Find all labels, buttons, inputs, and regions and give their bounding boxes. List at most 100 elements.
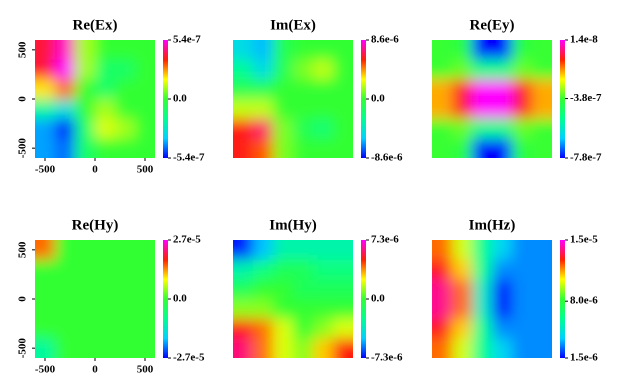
heat-cell (333, 338, 353, 358)
heat-cell (313, 299, 334, 320)
heat-cell (135, 338, 155, 358)
heat-cell (253, 318, 274, 339)
heat-cell (75, 40, 96, 61)
heat-cell (512, 338, 533, 358)
heat-cell (313, 338, 334, 358)
heat-cell (512, 259, 533, 280)
heat-cell (233, 279, 254, 300)
colorbar-tick-label: 8.0e-6 (570, 295, 598, 307)
heat-cell (55, 59, 76, 80)
heat-cell (472, 299, 493, 320)
heat-cell (472, 240, 493, 261)
heat-cell (253, 40, 274, 61)
heat-cell (273, 299, 294, 320)
heat-cell (472, 118, 493, 139)
heat-cell (333, 138, 353, 158)
heat-cell (432, 118, 453, 139)
heat-cell (55, 79, 76, 100)
heat-cell (55, 118, 76, 139)
y-tick-label: 500 (17, 41, 29, 58)
colorbar-tick-label: 5.4e-7 (173, 34, 201, 46)
heat-cell (512, 79, 533, 100)
panel-title: Im(Hz) (469, 217, 516, 233)
heatmap-cells (233, 240, 353, 358)
heat-cell (293, 99, 314, 120)
heat-cell (233, 59, 254, 80)
heat-cell (532, 99, 552, 120)
heatmap-cells (35, 240, 155, 358)
heat-cell (492, 138, 513, 158)
heat-cell (432, 279, 453, 300)
heat-cell (432, 338, 453, 358)
heat-cell (35, 138, 56, 158)
colorbar-tick-label: -7.3e-6 (371, 352, 403, 364)
heat-cell (532, 338, 552, 358)
heat-cell (512, 279, 533, 300)
x-tick-label: 500 (137, 164, 154, 176)
y-tick-label: 0 (17, 96, 29, 102)
heat-cell (35, 118, 56, 139)
heat-cell (313, 40, 334, 61)
heat-cell (532, 118, 552, 139)
heat-cell (512, 59, 533, 80)
heat-cell (35, 299, 56, 320)
heat-cell (313, 79, 334, 100)
heat-cell (135, 259, 155, 280)
heat-cell (253, 240, 274, 261)
heat-cell (532, 138, 552, 158)
heat-cell (532, 240, 552, 261)
heat-cell (135, 79, 155, 100)
colorbar-tick-label: -3.8e-7 (570, 92, 602, 104)
x-tick-label: 500 (137, 364, 154, 376)
heat-cell (75, 118, 96, 139)
heat-cell (233, 318, 254, 339)
heat-cell (35, 279, 56, 300)
heat-cell (135, 299, 155, 320)
heat-cell (273, 318, 294, 339)
heat-cell (512, 240, 533, 261)
panel-title: Re(Hy) (72, 217, 119, 233)
heat-cell (512, 99, 533, 120)
heatmap (233, 40, 353, 158)
heat-cell (313, 318, 334, 339)
colorbar (361, 40, 366, 158)
heat-cell (115, 40, 136, 61)
heat-cell (75, 299, 96, 320)
heat-cell (313, 99, 334, 120)
heat-cell (293, 240, 314, 261)
heat-cell (333, 99, 353, 120)
colorbar-tick-label: 1.5e-5 (570, 234, 598, 246)
heat-cell (333, 299, 353, 320)
heat-cell (293, 59, 314, 80)
heat-cell (293, 338, 314, 358)
heat-cell (512, 138, 533, 158)
heat-cell (293, 138, 314, 158)
heat-cell (472, 79, 493, 100)
heat-cell (452, 279, 473, 300)
x-tick-label: 0 (92, 364, 98, 376)
colorbar-tick-label: 1.5e-6 (570, 352, 598, 364)
heat-cell (115, 338, 136, 358)
colorbar-tick-label: 0.0 (371, 93, 385, 105)
heat-cell (472, 40, 493, 61)
colorbar-tick-label: 0.0 (173, 93, 187, 105)
heat-cell (115, 118, 136, 139)
heat-cell (333, 259, 353, 280)
heat-cell (35, 59, 56, 80)
heat-cell (293, 259, 314, 280)
heat-cell (492, 240, 513, 261)
heat-cell (452, 40, 473, 61)
heat-cell (333, 318, 353, 339)
heat-cell (492, 318, 513, 339)
colorbar-tick-label: 2.7e-5 (173, 234, 201, 246)
heat-cell (233, 240, 254, 261)
heat-cell (135, 118, 155, 139)
heat-cell (273, 79, 294, 100)
heat-cell (432, 79, 453, 100)
heat-cell (472, 138, 493, 158)
heat-cell (135, 40, 155, 61)
heat-cell (95, 318, 116, 339)
heat-cell (273, 40, 294, 61)
heatmap (432, 40, 552, 158)
heat-cell (313, 138, 334, 158)
